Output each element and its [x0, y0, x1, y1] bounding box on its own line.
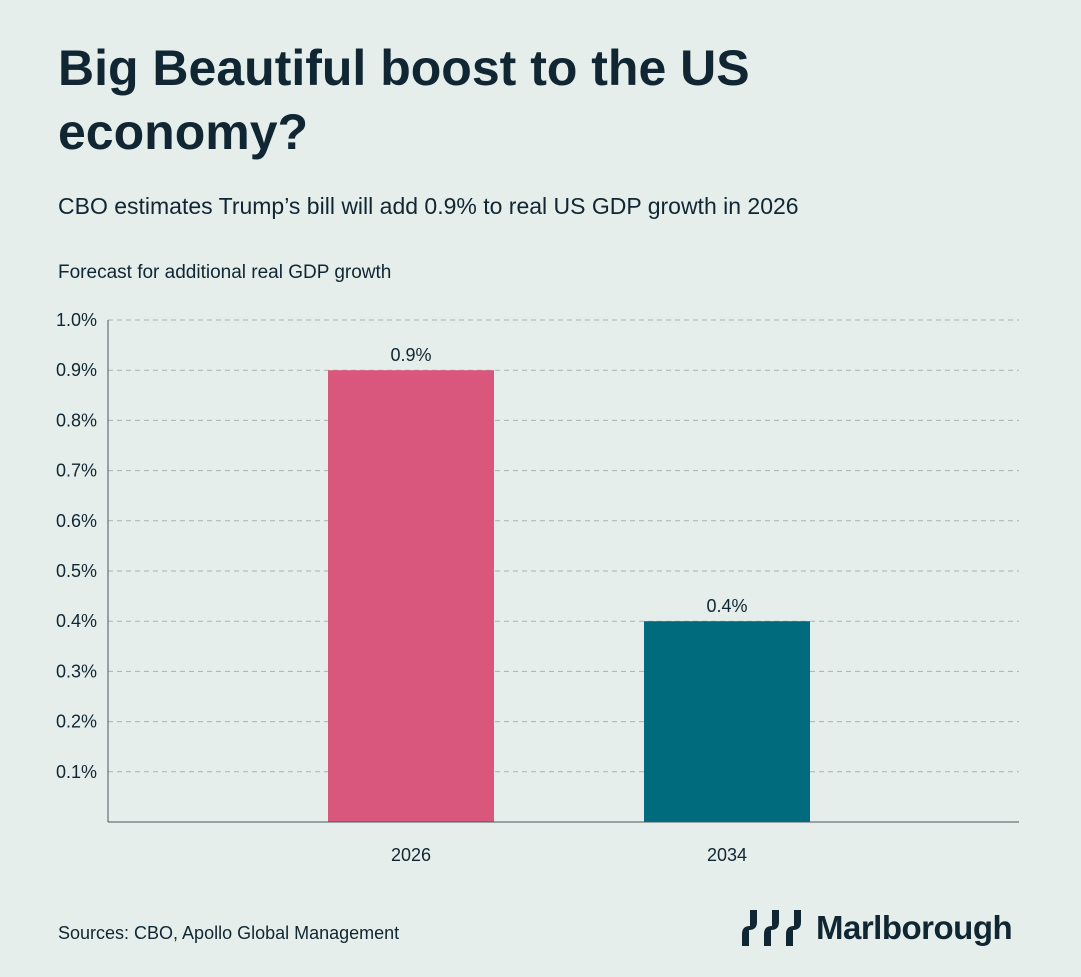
bars [328, 370, 810, 822]
marlborough-logo-icon [742, 910, 801, 946]
bar-2034 [644, 621, 810, 822]
axes [107, 320, 1019, 823]
y-tick-label: 0.8% [56, 410, 97, 430]
y-tick-label: 0.4% [56, 611, 97, 631]
chart-subtitle: CBO estimates Trump’s bill will add 0.9%… [58, 193, 799, 219]
y-tick-label: 0.2% [56, 712, 97, 732]
x-tick-label: 2034 [707, 845, 747, 865]
brand-logo: Marlborough [740, 905, 1013, 951]
y-tick-label: 0.9% [56, 360, 97, 380]
gridlines [108, 319, 1019, 773]
data-label: 0.4% [706, 596, 747, 616]
y-tick-label: 0.5% [56, 561, 97, 581]
x-tick-label: 2026 [391, 845, 431, 865]
y-tick-label: 1.0% [56, 310, 97, 330]
bar-2026 [328, 370, 494, 822]
y-tick-label: 0.6% [56, 511, 97, 531]
labels: 0.1% 0.2% 0.3% 0.4% 0.5% 0.6% 0.7% 0.8% 0.9% 1.0%… [56, 310, 748, 865]
brand-name: Marlborough [816, 909, 1013, 946]
chart-title: Big Beautiful boost to the US economy? [58, 40, 750, 160]
y-tick-label: 0.3% [56, 661, 97, 681]
data-label: 0.9% [390, 345, 431, 365]
y-tick-label: 0.1% [56, 762, 97, 782]
y-tick-label: 0.7% [56, 461, 97, 481]
source-note: Sources: CBO, Apollo Global Management [58, 923, 400, 943]
y-axis-caption: Forecast for additional real GDP growth [58, 262, 392, 283]
